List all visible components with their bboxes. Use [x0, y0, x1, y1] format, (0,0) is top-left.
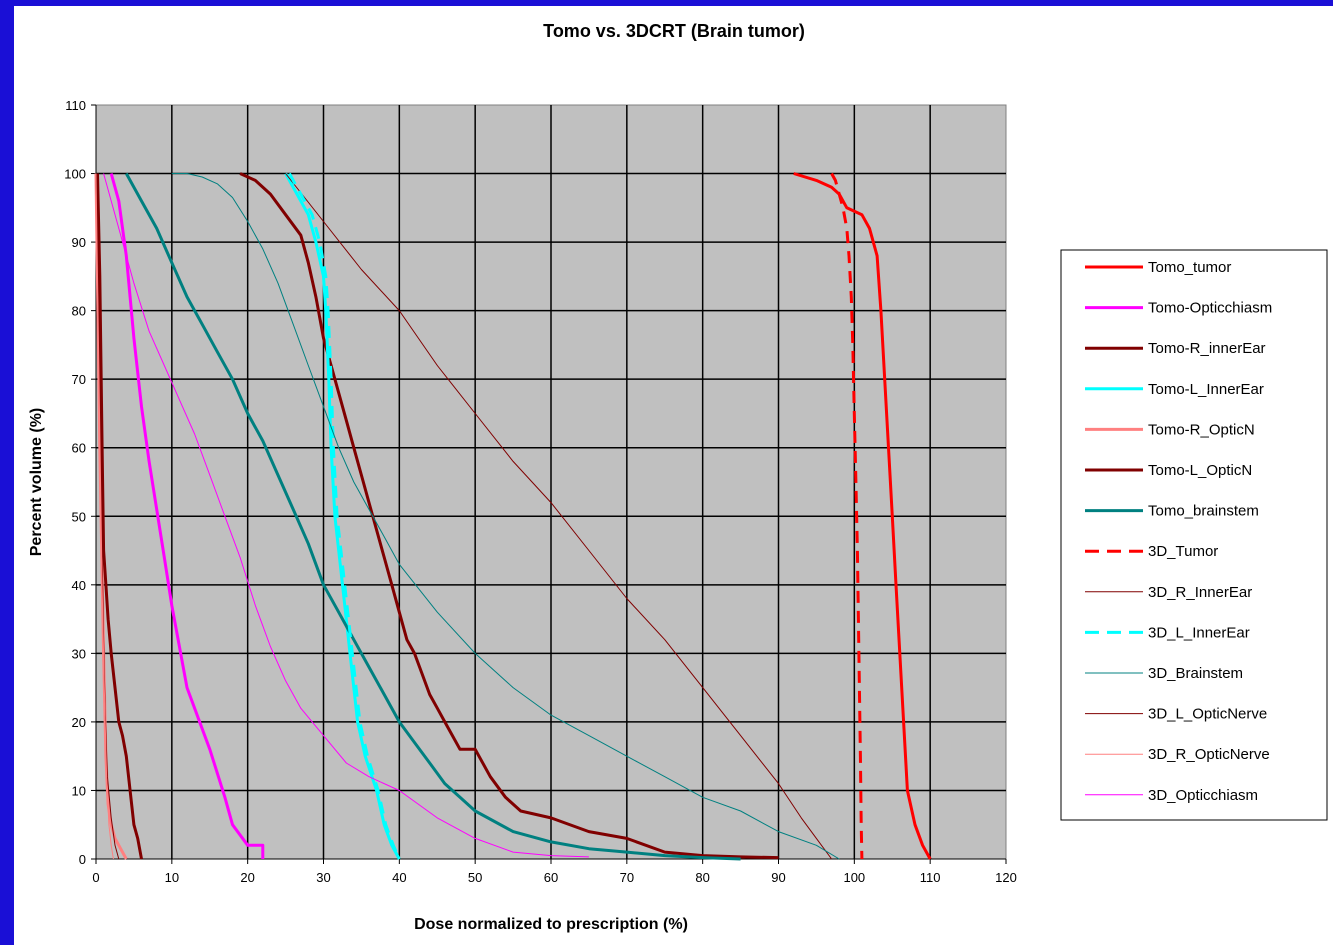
- legend-label: Tomo_tumor: [1148, 259, 1231, 276]
- legend-label: 3D_R_InnerEar: [1148, 584, 1252, 601]
- series-tomo-l-opticn: [96, 173, 143, 860]
- x-tick-label: 80: [695, 870, 709, 885]
- y-tick-label: 90: [72, 235, 86, 250]
- legend-entries: Tomo_tumor Tomo-Opticchiasm Tomo-R_innerEa…: [1085, 259, 1272, 804]
- series-lines: [94, 172, 932, 861]
- series-tomo-brainstem: [124, 172, 741, 861]
- x-tick-label: 10: [165, 870, 179, 885]
- legend-label: 3D_L_InnerEar: [1148, 624, 1250, 641]
- y-tick-label: 70: [72, 372, 86, 387]
- x-tick-label: 90: [771, 870, 785, 885]
- legend: [1060, 249, 1328, 821]
- x-tick-label: 40: [392, 870, 406, 885]
- y-tick-label: 100: [64, 167, 86, 182]
- x-tick-label: 0: [92, 870, 99, 885]
- chart-title: Tomo vs. 3DCRT (Brain tumor): [543, 21, 805, 41]
- y-tick-label: 60: [72, 441, 86, 456]
- x-tick-label: 50: [468, 870, 482, 885]
- chart-frame: Tomo vs. 3DCRT (Brain tumor) 0 10 20 30 40 50…: [14, 6, 1333, 945]
- legend-label: Tomo-R_innerEar: [1148, 340, 1266, 357]
- x-tick-label: 70: [620, 870, 634, 885]
- legend-label: 3D_R_OpticNerve: [1148, 746, 1270, 763]
- dvh-chart: Tomo vs. 3DCRT (Brain tumor) 0 10 20 30 40 50…: [28, 21, 1328, 933]
- legend-label: Tomo-R_OpticN: [1148, 421, 1255, 438]
- legend-label: Tomo-L_InnerEar: [1148, 381, 1264, 398]
- y-tick-label: 50: [72, 509, 86, 524]
- legend-label: 3D_Opticchiasm: [1148, 787, 1258, 804]
- y-tick-label: 10: [72, 783, 86, 798]
- series-3d-r-innerear: [285, 173, 833, 860]
- y-tick-label: 80: [72, 304, 86, 319]
- series-tomo-opticchiasm: [109, 173, 265, 859]
- x-axis-ticks: 0 10 20 30 40 50 60 70 80 90 100 110 120: [92, 859, 1017, 885]
- legend-label: Tomo-Opticchiasm: [1148, 300, 1272, 317]
- y-tick-label: 30: [72, 646, 86, 661]
- series-tomo-r-innerear: [239, 172, 779, 860]
- legend-label: Tomo-L_OpticN: [1148, 462, 1252, 479]
- y-axis-ticks: 0 10 20 30 40 50 60 70 80 90 100 110: [64, 98, 96, 867]
- y-tick-label: 20: [72, 715, 86, 730]
- series-3d-r-opticnerve: [95, 173, 114, 860]
- y-axis-title: Percent volume (%): [28, 408, 45, 556]
- series-3d-l-innerear: [288, 172, 401, 860]
- y-tick-label: 40: [72, 578, 86, 593]
- series-3d-brainstem: [171, 173, 840, 860]
- y-tick-label: 110: [65, 98, 86, 113]
- x-tick-label: 20: [240, 870, 254, 885]
- gridlines: [95, 105, 1006, 860]
- series-tomo-l-innerear: [284, 172, 401, 860]
- legend-label: 3D_L_OpticNerve: [1148, 706, 1267, 723]
- x-tick-label: 100: [843, 870, 865, 885]
- series-3d-opticchiasm: [103, 173, 589, 858]
- legend-label: Tomo_brainstem: [1148, 503, 1259, 520]
- x-axis-title: Dose normalized to prescription (%): [414, 916, 688, 933]
- x-tick-label: 60: [544, 870, 558, 885]
- series-3d-tumor: [830, 172, 864, 860]
- legend-label: 3D_Brainstem: [1148, 665, 1243, 682]
- legend-label: 3D_Tumor: [1148, 543, 1218, 560]
- x-tick-label: 110: [920, 870, 941, 885]
- x-tick-label: 30: [316, 870, 330, 885]
- y-tick-label: 0: [79, 852, 86, 867]
- x-tick-label: 120: [995, 870, 1017, 885]
